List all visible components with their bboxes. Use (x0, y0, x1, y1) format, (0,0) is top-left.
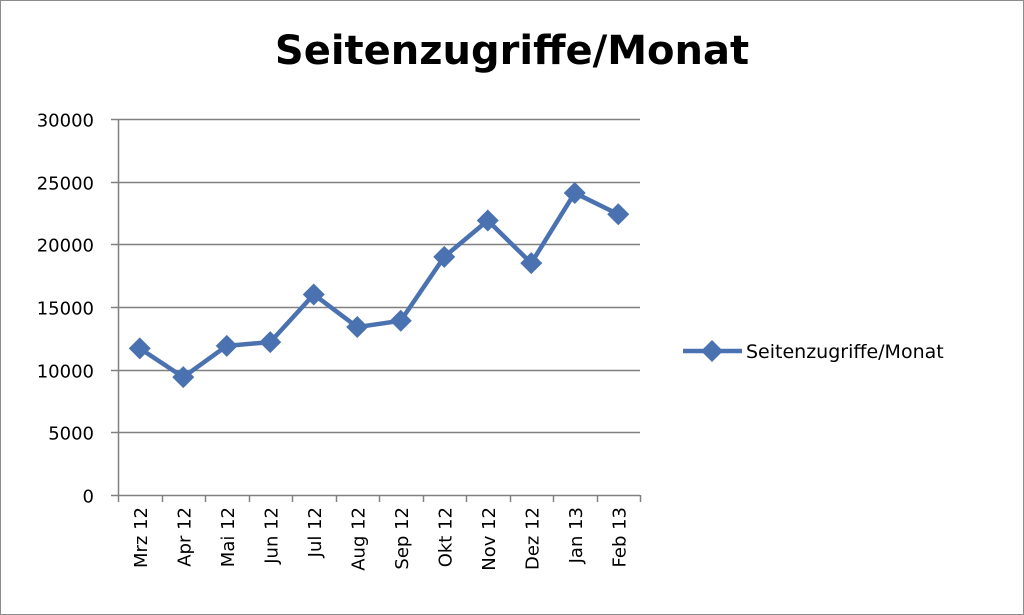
y-axis-tick-labels: 0 5000 10000 15000 20000 25000 30000 (37, 111, 94, 508)
legend-marker (701, 340, 723, 362)
x-tick-label: Nov 12 (479, 507, 500, 571)
series-line (137, 190, 621, 380)
y-tick-label: 5000 (48, 424, 94, 445)
legend: Seitenzugriffe/Monat (683, 340, 944, 363)
y-tick-label: 10000 (37, 362, 94, 383)
x-tick-label: Aug 12 (348, 507, 369, 571)
x-tick-label: Dez 12 (522, 507, 543, 570)
legend-label: Seitenzugriffe/Monat (746, 341, 944, 363)
data-point-marker (302, 283, 325, 306)
gridlines (118, 118, 640, 434)
data-point-marker (563, 181, 586, 204)
y-tick-label: 30000 (37, 111, 94, 132)
x-tick-label: Sep 12 (392, 507, 413, 570)
x-tick-label: Okt 12 (435, 507, 456, 567)
x-tick-label: Jun 12 (261, 507, 282, 565)
x-tick-label: Apr 12 (174, 507, 195, 567)
data-point-marker (520, 252, 543, 275)
data-point-marker (389, 309, 412, 332)
x-tick-label: Mai 12 (218, 507, 239, 567)
x-axis-tick-labels: Mrz 12 Apr 12 Mai 12 Jun 12 Jul 12 Aug 12 Sep … (131, 507, 631, 571)
x-tick-label: Feb 13 (609, 507, 630, 568)
data-point-marker (215, 334, 238, 357)
data-point-marker (172, 366, 195, 389)
y-tick-label: 15000 (37, 299, 94, 320)
y-tick-label: 0 (83, 487, 94, 508)
x-tick-label: Jul 12 (305, 507, 326, 558)
data-point-marker (346, 316, 369, 339)
y-tick-label: 25000 (37, 174, 94, 195)
chart-title: Seitenzugriffe/Monat (274, 28, 750, 74)
x-tick-label: Jan 13 (566, 507, 587, 564)
x-tick-label: Mrz 12 (131, 507, 152, 568)
data-point-marker (607, 203, 630, 226)
axes (111, 118, 642, 502)
data-point-marker (259, 331, 282, 354)
data-point-marker (476, 209, 499, 232)
data-point-marker (433, 245, 456, 268)
series-layer (128, 181, 630, 389)
y-tick-label: 20000 (37, 236, 94, 257)
data-point-marker (128, 337, 151, 360)
